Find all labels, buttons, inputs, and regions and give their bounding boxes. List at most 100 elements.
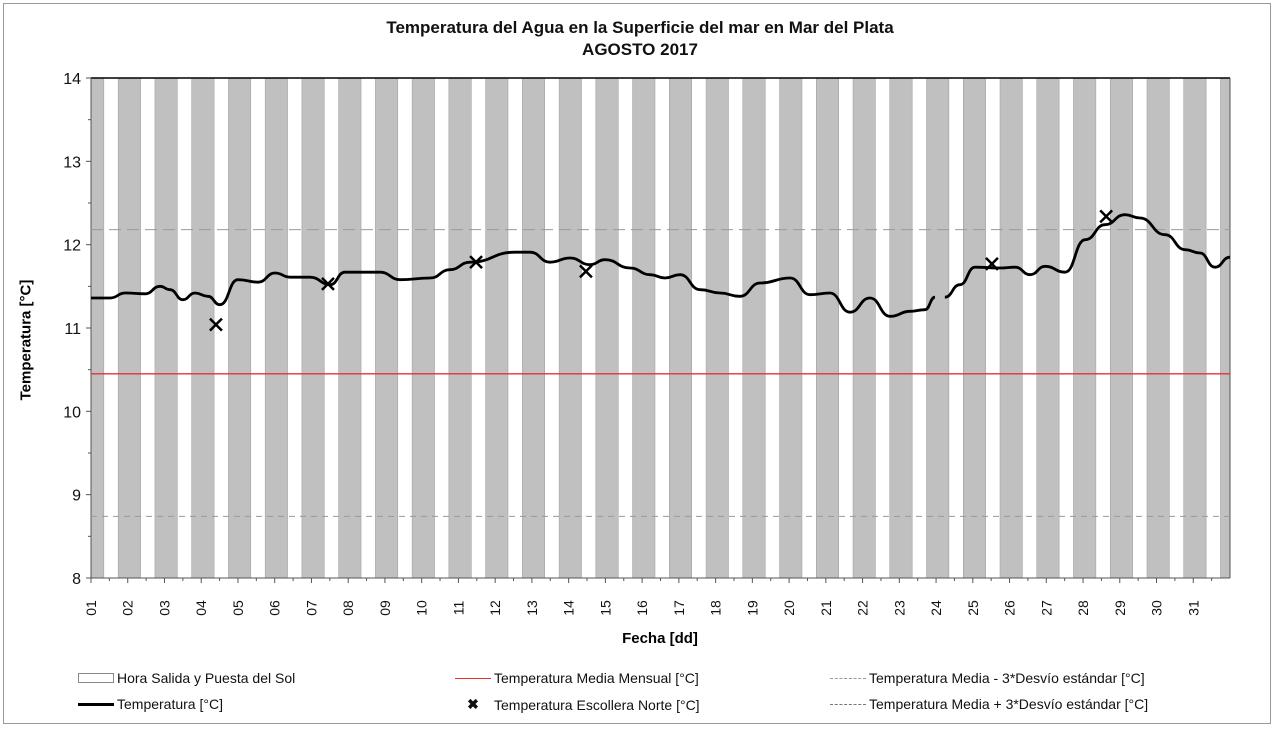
night-bar: [632, 77, 656, 579]
night-bar: [301, 77, 325, 579]
night-bar: [742, 77, 766, 579]
night-bar: [926, 77, 950, 579]
legend-mean-minus: Temperatura Media - 3*Desvío estándar [°…: [830, 670, 1145, 686]
x-tick-label: 16: [634, 600, 650, 616]
legend-swatch-long-dash: [830, 703, 866, 705]
night-bar: [999, 77, 1023, 579]
x-tick-label: 27: [1038, 600, 1054, 616]
escollera-marker: [209, 317, 223, 332]
x-tick-label: 25: [965, 600, 981, 616]
legend-daylight: Hora Salida y Puesta del Sol: [78, 670, 295, 686]
legend-swatch-red-line: [455, 677, 491, 679]
night-bar: [595, 77, 619, 579]
y-tick-label: 13: [63, 154, 81, 171]
legend-escollera: ✖ Temperatura Escollera Norte [°C]: [455, 696, 700, 713]
night-bar: [705, 77, 729, 579]
legend-temp: Temperatura [°C]: [78, 696, 223, 712]
x-tick-label: 01: [83, 600, 99, 616]
legend-label: Temperatura [°C]: [117, 696, 223, 712]
legend-swatch-box: [78, 673, 114, 683]
legend-swatch-thick-line: [78, 702, 114, 706]
night-bar: [191, 77, 215, 579]
x-tick-label: 08: [340, 600, 356, 616]
legend-mean-plus: Temperatura Media + 3*Desvío estándar [°…: [830, 696, 1148, 712]
legend-label: Temperatura Media - 3*Desvío estándar [°…: [869, 670, 1145, 686]
escollera-marker: [1099, 209, 1114, 224]
night-bar: [117, 77, 141, 579]
x-tick-label: 09: [377, 600, 393, 616]
x-tick-label: 24: [928, 600, 944, 616]
x-tick-label: 02: [120, 600, 136, 616]
x-tick-label: 07: [303, 600, 319, 616]
night-bar: [1109, 77, 1133, 579]
x-tick-label: 04: [193, 600, 209, 616]
escollera-marker: [321, 276, 335, 291]
night-bar: [264, 77, 288, 579]
legend-mean: Temperatura Media Mensual [°C]: [455, 670, 699, 686]
night-bar: [485, 77, 509, 579]
night-bar: [963, 77, 986, 579]
night-bar: [1220, 77, 1231, 579]
night-bar: [558, 77, 582, 579]
night-bar: [154, 77, 178, 579]
y-tick-label: 10: [63, 404, 81, 421]
night-bar: [448, 77, 472, 579]
y-tick-label: 12: [63, 238, 81, 255]
night-bar: [522, 77, 546, 579]
x-tick-label: 14: [561, 600, 577, 616]
x-tick-label: 21: [818, 600, 834, 616]
night-bar: [338, 77, 362, 579]
night-bar: [1183, 77, 1207, 579]
x-tick-label: 10: [414, 600, 430, 616]
legend-label: Temperatura Media + 3*Desvío estándar [°…: [869, 696, 1149, 712]
escollera-marker: [985, 256, 999, 271]
y-tick-label: 14: [63, 71, 81, 88]
night-bar: [375, 77, 399, 579]
legend-label: Temperatura Media Mensual [°C]: [494, 670, 699, 686]
night-bar: [90, 77, 105, 579]
escollera-marker: [579, 264, 593, 279]
y-tick-label: 8: [72, 571, 81, 588]
legend-swatch-dashed: [830, 677, 866, 679]
y-tick-label: 11: [64, 321, 81, 338]
x-tick-label: 17: [671, 600, 687, 616]
night-bar: [889, 77, 913, 579]
x-tick-label: 19: [744, 600, 760, 616]
x-tick-label: 31: [1185, 600, 1201, 616]
x-tick-label: 28: [1075, 600, 1091, 616]
x-marker-icon: ✖: [467, 696, 479, 712]
legend-label: Temperatura Escollera Norte [°C]: [494, 696, 700, 713]
x-tick-label: 13: [524, 600, 540, 616]
x-tick-label: 06: [267, 600, 283, 616]
legend-label: Hora Salida y Puesta del Sol: [117, 670, 296, 686]
night-bar: [816, 77, 839, 579]
chart-frame: [3, 3, 1271, 724]
x-tick-label: 23: [891, 600, 907, 616]
chart-title: Temperatura del Agua en la Superficie de…: [386, 18, 894, 37]
x-tick-label: 05: [230, 600, 246, 616]
night-bar: [669, 77, 692, 579]
night-bar: [852, 77, 876, 579]
night-bar: [1146, 77, 1170, 579]
x-tick-label: 15: [597, 600, 613, 616]
x-tick-label: 26: [1002, 600, 1018, 616]
x-tick-label: 29: [1112, 600, 1128, 616]
x-tick-label: 03: [156, 600, 172, 616]
night-bar: [1073, 77, 1097, 579]
night-bar: [228, 77, 252, 579]
night-bar: [779, 77, 803, 579]
night-bar: [411, 77, 435, 579]
y-tick-label: 9: [72, 488, 81, 505]
chart-subtitle: AGOSTO 2017: [582, 40, 698, 59]
x-tick-label: 22: [855, 600, 871, 616]
x-tick-label: 30: [1149, 600, 1165, 616]
x-tick-label: 12: [487, 600, 503, 616]
temperature-line: [944, 213, 1231, 299]
temperature-line: [90, 250, 936, 318]
x-tick-label: 20: [781, 600, 797, 616]
x-tick-label: 11: [450, 601, 466, 616]
x-tick-label: 18: [708, 600, 724, 616]
escollera-marker: [469, 255, 483, 270]
